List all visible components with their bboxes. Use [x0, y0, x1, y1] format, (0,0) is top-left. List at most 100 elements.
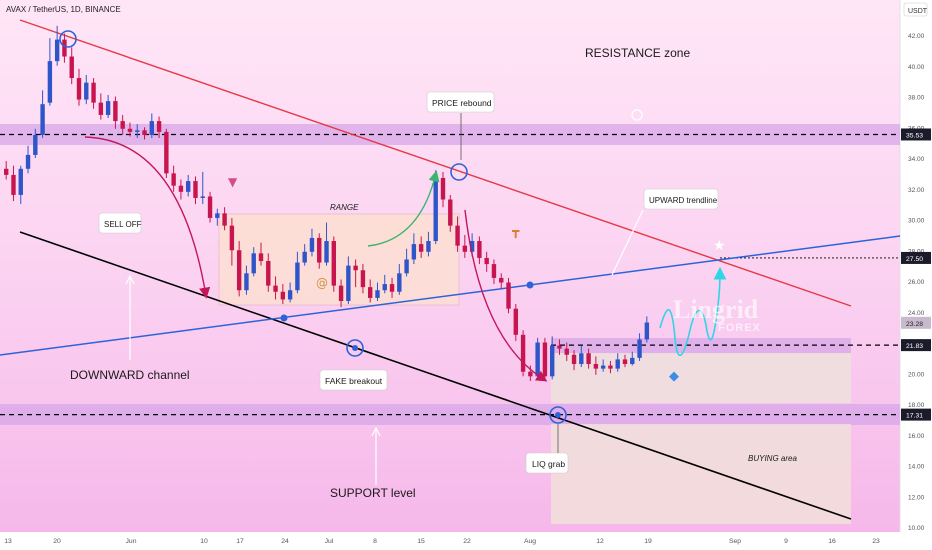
x-tick-label: 20 — [53, 538, 61, 545]
candle-body — [287, 290, 293, 300]
candle-body — [156, 121, 162, 132]
rebound-marker — [450, 163, 468, 181]
y-tick-label: 12.00 — [908, 494, 925, 501]
candle-body — [469, 241, 475, 252]
candle-body — [251, 253, 256, 274]
liq-grab-dot — [555, 412, 561, 418]
y-tick-label: 34.00 — [908, 156, 925, 163]
candle-body — [302, 251, 307, 263]
y-tick-label: 10.00 — [908, 525, 925, 532]
range-breakout-arrow — [367, 170, 440, 247]
candle-body — [520, 334, 526, 372]
candle-body — [105, 101, 111, 115]
candle-body — [244, 273, 249, 291]
resistance-zone-label: RESISTANCE zone — [585, 46, 690, 60]
candle-body — [360, 270, 366, 288]
candle-body — [142, 130, 147, 135]
candle-body — [368, 287, 373, 298]
candle-body — [593, 364, 599, 369]
x-tick-label: 17 — [236, 538, 244, 545]
diamond-icon: ◆ — [669, 369, 679, 384]
fake-breakout-label: FAKE breakout — [325, 376, 383, 386]
candle-body — [397, 273, 402, 292]
candle-body — [171, 173, 176, 186]
upward-trendline — [0, 235, 901, 356]
price-tag-label: 35.53 — [906, 132, 923, 139]
consolidation-box — [551, 353, 851, 403]
candle-body — [426, 241, 431, 252]
candle-body — [295, 262, 300, 291]
candle-body — [622, 359, 628, 365]
candle-body — [280, 291, 286, 300]
price-tag-box — [901, 408, 931, 421]
candle-body — [630, 357, 635, 365]
candle-body — [600, 365, 606, 369]
candle-body — [91, 82, 96, 103]
candle-body — [586, 353, 591, 365]
symbol-header[interactable]: AVAX / TetherUS, 1D, BINANCE — [6, 5, 121, 14]
candle-body — [54, 39, 60, 62]
mid-zone-band — [551, 338, 851, 354]
support-level-label: SUPPORT level — [330, 486, 416, 500]
down-arrow-icon — [631, 109, 643, 121]
candle-body — [47, 61, 53, 103]
candle-body — [222, 213, 227, 226]
x-tick-label: 9 — [784, 538, 788, 545]
candle-body — [404, 259, 409, 274]
candle-body — [207, 196, 213, 218]
y-tick-label: 26.00 — [908, 279, 925, 286]
candle-body — [506, 282, 511, 309]
level-lines — [0, 133, 900, 416]
candle-body — [542, 342, 548, 377]
candle-body — [389, 284, 395, 292]
price-axis-background — [900, 0, 932, 550]
candles — [4, 25, 650, 381]
candle-body — [484, 257, 489, 265]
candle-body — [462, 245, 468, 252]
x-tick-label: Sep — [729, 538, 741, 545]
price-tag-box — [901, 251, 931, 264]
price-axis[interactable]: 42.0040.0038.0036.0034.0032.0030.0028.00… — [908, 33, 925, 532]
x-tick-label: 22 — [463, 538, 471, 545]
candle-body — [608, 365, 613, 369]
candle-body — [215, 213, 220, 218]
brand-watermark-sub: FOREX — [718, 322, 761, 334]
x-tick-label: 13 — [4, 538, 12, 545]
downward-channel-line — [19, 231, 852, 520]
y-tick-label: 38.00 — [908, 95, 925, 102]
candle-body — [62, 39, 67, 57]
fake-breakout-marker — [346, 339, 364, 357]
candle-body — [448, 199, 453, 226]
candle-body — [113, 101, 118, 122]
x-tick-label: Jun — [126, 538, 137, 545]
candle-body — [557, 345, 562, 349]
time-axis-background — [0, 532, 932, 550]
rebound-drop-arrow — [464, 209, 548, 382]
buying-area-label: BUYING area — [748, 454, 797, 463]
price-tag-box — [901, 339, 931, 352]
currency-label[interactable]: USDT — [908, 8, 928, 15]
candle-body — [11, 174, 16, 195]
time-axis[interactable]: 13 20 Jun 10 17 24 Jul 8 15 22 Aug 12 19 Sep 9 16 23 — [4, 538, 880, 545]
candle-body — [76, 78, 82, 100]
candle-body — [309, 237, 315, 252]
candle-body — [186, 181, 191, 192]
x-tick-label: 15 — [417, 538, 425, 545]
y-tick-label: 16.00 — [908, 433, 925, 440]
price-tag-label: 17.31 — [906, 413, 923, 420]
price-tag-box — [901, 128, 931, 141]
candle-body — [375, 290, 380, 298]
hammer-icon: ┳ — [512, 224, 520, 239]
y-tick-label: 28.00 — [908, 248, 925, 255]
upward-trendline-label: UPWARD trendline — [649, 196, 718, 205]
candle-body — [331, 241, 336, 286]
candle-body — [338, 285, 344, 301]
candle-body — [84, 82, 89, 100]
liq-grab-label: LIQ grab — [532, 459, 565, 469]
x-tick-label: 24 — [281, 538, 289, 545]
candle-body — [120, 121, 125, 129]
y-tick-label: 40.00 — [908, 64, 925, 71]
y-tick-label: 14.00 — [908, 464, 925, 471]
y-tick-label: 18.00 — [908, 402, 925, 409]
